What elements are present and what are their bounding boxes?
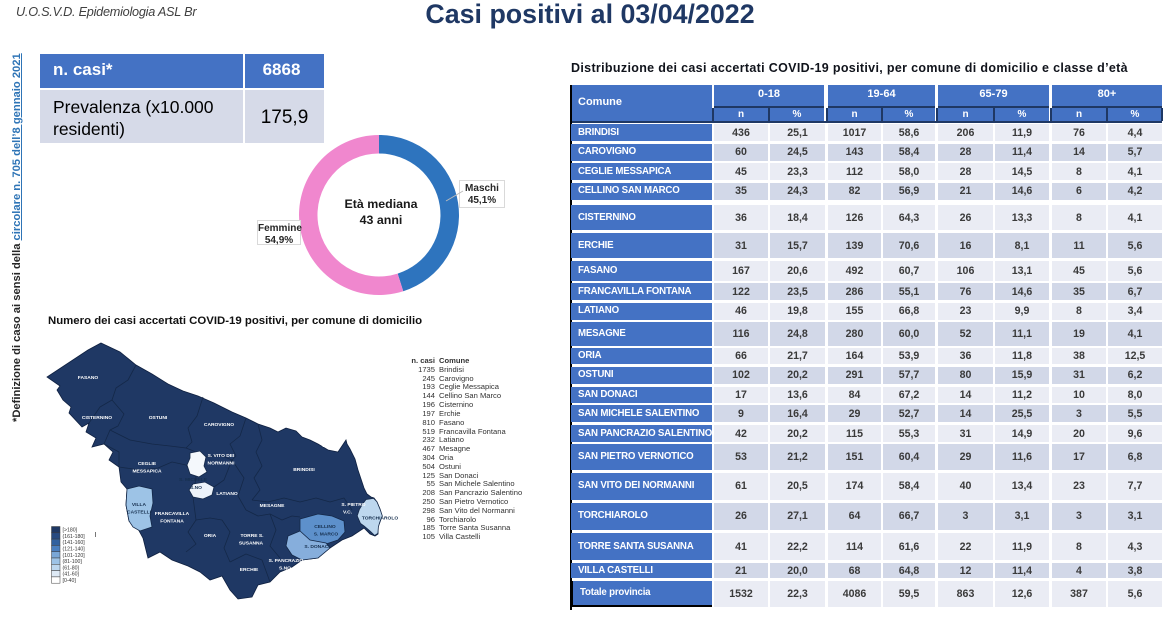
svg-text:S. MICHELE: S. MICHELE bbox=[179, 477, 208, 483]
svg-text:CISTERNINO: CISTERNINO bbox=[82, 415, 112, 421]
svg-text:V.C.: V.C. bbox=[343, 510, 353, 516]
svg-text:FONTANA: FONTANA bbox=[160, 519, 184, 525]
svg-text:S. VITO DEI: S. VITO DEI bbox=[208, 453, 235, 459]
svg-text:S.NO: S.NO bbox=[279, 566, 291, 572]
svg-text:CAROVIGNO: CAROVIGNO bbox=[204, 422, 234, 428]
svg-text:FASANO: FASANO bbox=[78, 375, 99, 381]
svg-text:ORIA: ORIA bbox=[204, 533, 217, 539]
svg-text:BRINDISI: BRINDISI bbox=[293, 467, 315, 473]
svg-text:CELLINO: CELLINO bbox=[314, 524, 336, 530]
svg-text:[0-40]: [0-40] bbox=[63, 578, 77, 584]
svg-text:(61-80]: (61-80] bbox=[63, 565, 80, 571]
svg-text:MESSAPICA: MESSAPICA bbox=[132, 469, 162, 475]
svg-text:[>180]: [>180] bbox=[63, 528, 78, 534]
svg-text:S.NO: S.NO bbox=[190, 485, 202, 491]
svg-text:LATIANO: LATIANO bbox=[216, 491, 238, 497]
svg-text:S. PANCRAZIO: S. PANCRAZIO bbox=[269, 558, 304, 564]
svg-text:ERCHIE: ERCHIE bbox=[240, 567, 259, 573]
svg-text:VILLA: VILLA bbox=[132, 502, 147, 508]
svg-text:TORCHIAROLO: TORCHIAROLO bbox=[362, 516, 399, 522]
svg-text:OSTUNI: OSTUNI bbox=[149, 415, 168, 421]
svg-text:CASTELLI: CASTELLI bbox=[127, 510, 152, 516]
svg-text:S. DONACI: S. DONACI bbox=[304, 544, 330, 550]
svg-text:TORRE S.: TORRE S. bbox=[240, 533, 264, 539]
svg-text:(41-60]: (41-60] bbox=[63, 572, 80, 578]
svg-text:(81-100]: (81-100] bbox=[63, 559, 83, 565]
svg-text:(141-160]: (141-160] bbox=[63, 540, 86, 546]
svg-text:S. PIETRO: S. PIETRO bbox=[341, 502, 365, 508]
svg-text:(161-180]: (161-180] bbox=[63, 534, 86, 540]
svg-text:MESAGNE: MESAGNE bbox=[260, 503, 285, 509]
svg-text:S. MARCO: S. MARCO bbox=[314, 532, 339, 538]
svg-text:FRANCAVILLA: FRANCAVILLA bbox=[155, 511, 190, 517]
svg-text:NORMANNI: NORMANNI bbox=[208, 461, 236, 467]
svg-text:(121-140]: (121-140] bbox=[63, 547, 86, 553]
svg-text:(101-120]: (101-120] bbox=[63, 553, 86, 559]
svg-text:CEGLIE: CEGLIE bbox=[138, 461, 157, 467]
svg-text:SUSANNA: SUSANNA bbox=[239, 541, 264, 547]
